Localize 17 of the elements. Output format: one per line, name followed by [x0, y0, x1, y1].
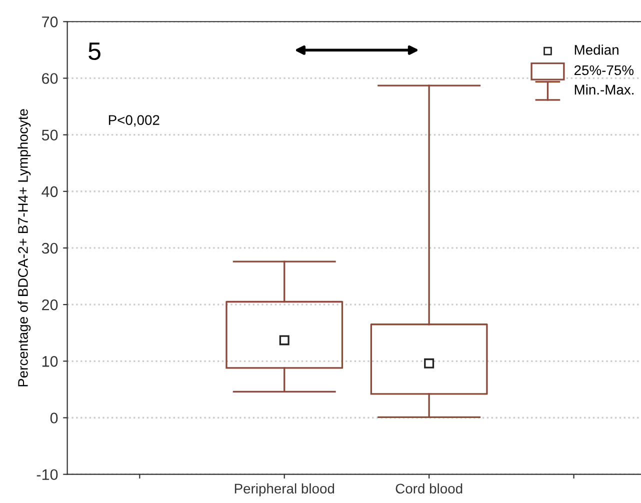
- y-tick-label: 70: [42, 16, 58, 28]
- x-tick-label: Cord blood: [396, 483, 462, 494]
- y-tick-label: 0: [50, 412, 58, 424]
- y-tick-label: -10: [36, 469, 58, 480]
- y-tick-label: 50: [42, 130, 58, 140]
- y-axis-title: Percentage of BDCA-2+ B7-H4+ Lymphocyte: [18, 109, 31, 386]
- annotation: Min.-Max.: [574, 84, 634, 95]
- y-tick-label: 10: [42, 356, 58, 367]
- annotation: P<0,002: [108, 115, 160, 127]
- annotation: Median: [574, 44, 618, 55]
- y-tick-label: 20: [42, 299, 58, 310]
- annotation: 5: [88, 42, 100, 60]
- y-tick-label: 30: [42, 242, 58, 254]
- y-tick-label: 40: [42, 186, 58, 198]
- y-tick-label: 60: [42, 73, 58, 84]
- annotation: 25%-75%: [574, 65, 634, 76]
- x-tick-label: Peripheral blood: [234, 483, 334, 496]
